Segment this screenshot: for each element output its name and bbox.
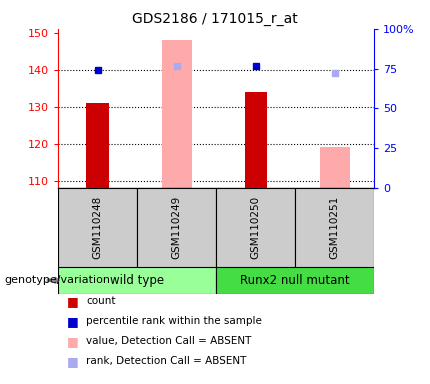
Text: GDS2186 / 171015_r_at: GDS2186 / 171015_r_at bbox=[132, 12, 298, 25]
Text: percentile rank within the sample: percentile rank within the sample bbox=[86, 316, 262, 326]
Text: count: count bbox=[86, 296, 116, 306]
Bar bbox=[216, 188, 295, 267]
Bar bbox=[216, 267, 374, 294]
Bar bbox=[58, 188, 137, 267]
Text: value, Detection Call = ABSENT: value, Detection Call = ABSENT bbox=[86, 336, 252, 346]
Text: ■: ■ bbox=[67, 335, 78, 348]
Bar bbox=[245, 92, 267, 188]
Bar bbox=[137, 188, 216, 267]
Bar bbox=[319, 147, 350, 188]
Text: wild type: wild type bbox=[110, 274, 164, 287]
Text: ■: ■ bbox=[67, 355, 78, 368]
Text: ■: ■ bbox=[67, 295, 78, 308]
Bar bbox=[58, 267, 216, 294]
Text: ■: ■ bbox=[67, 315, 78, 328]
Text: rank, Detection Call = ABSENT: rank, Detection Call = ABSENT bbox=[86, 356, 246, 366]
Text: GSM110251: GSM110251 bbox=[329, 196, 340, 259]
Text: GSM110249: GSM110249 bbox=[172, 196, 181, 259]
Text: genotype/variation: genotype/variation bbox=[4, 275, 111, 285]
Text: GSM110248: GSM110248 bbox=[92, 196, 103, 259]
Bar bbox=[86, 103, 109, 188]
Text: GSM110250: GSM110250 bbox=[251, 196, 261, 259]
Text: Runx2 null mutant: Runx2 null mutant bbox=[240, 274, 350, 287]
Bar bbox=[162, 40, 192, 188]
Bar bbox=[295, 188, 374, 267]
